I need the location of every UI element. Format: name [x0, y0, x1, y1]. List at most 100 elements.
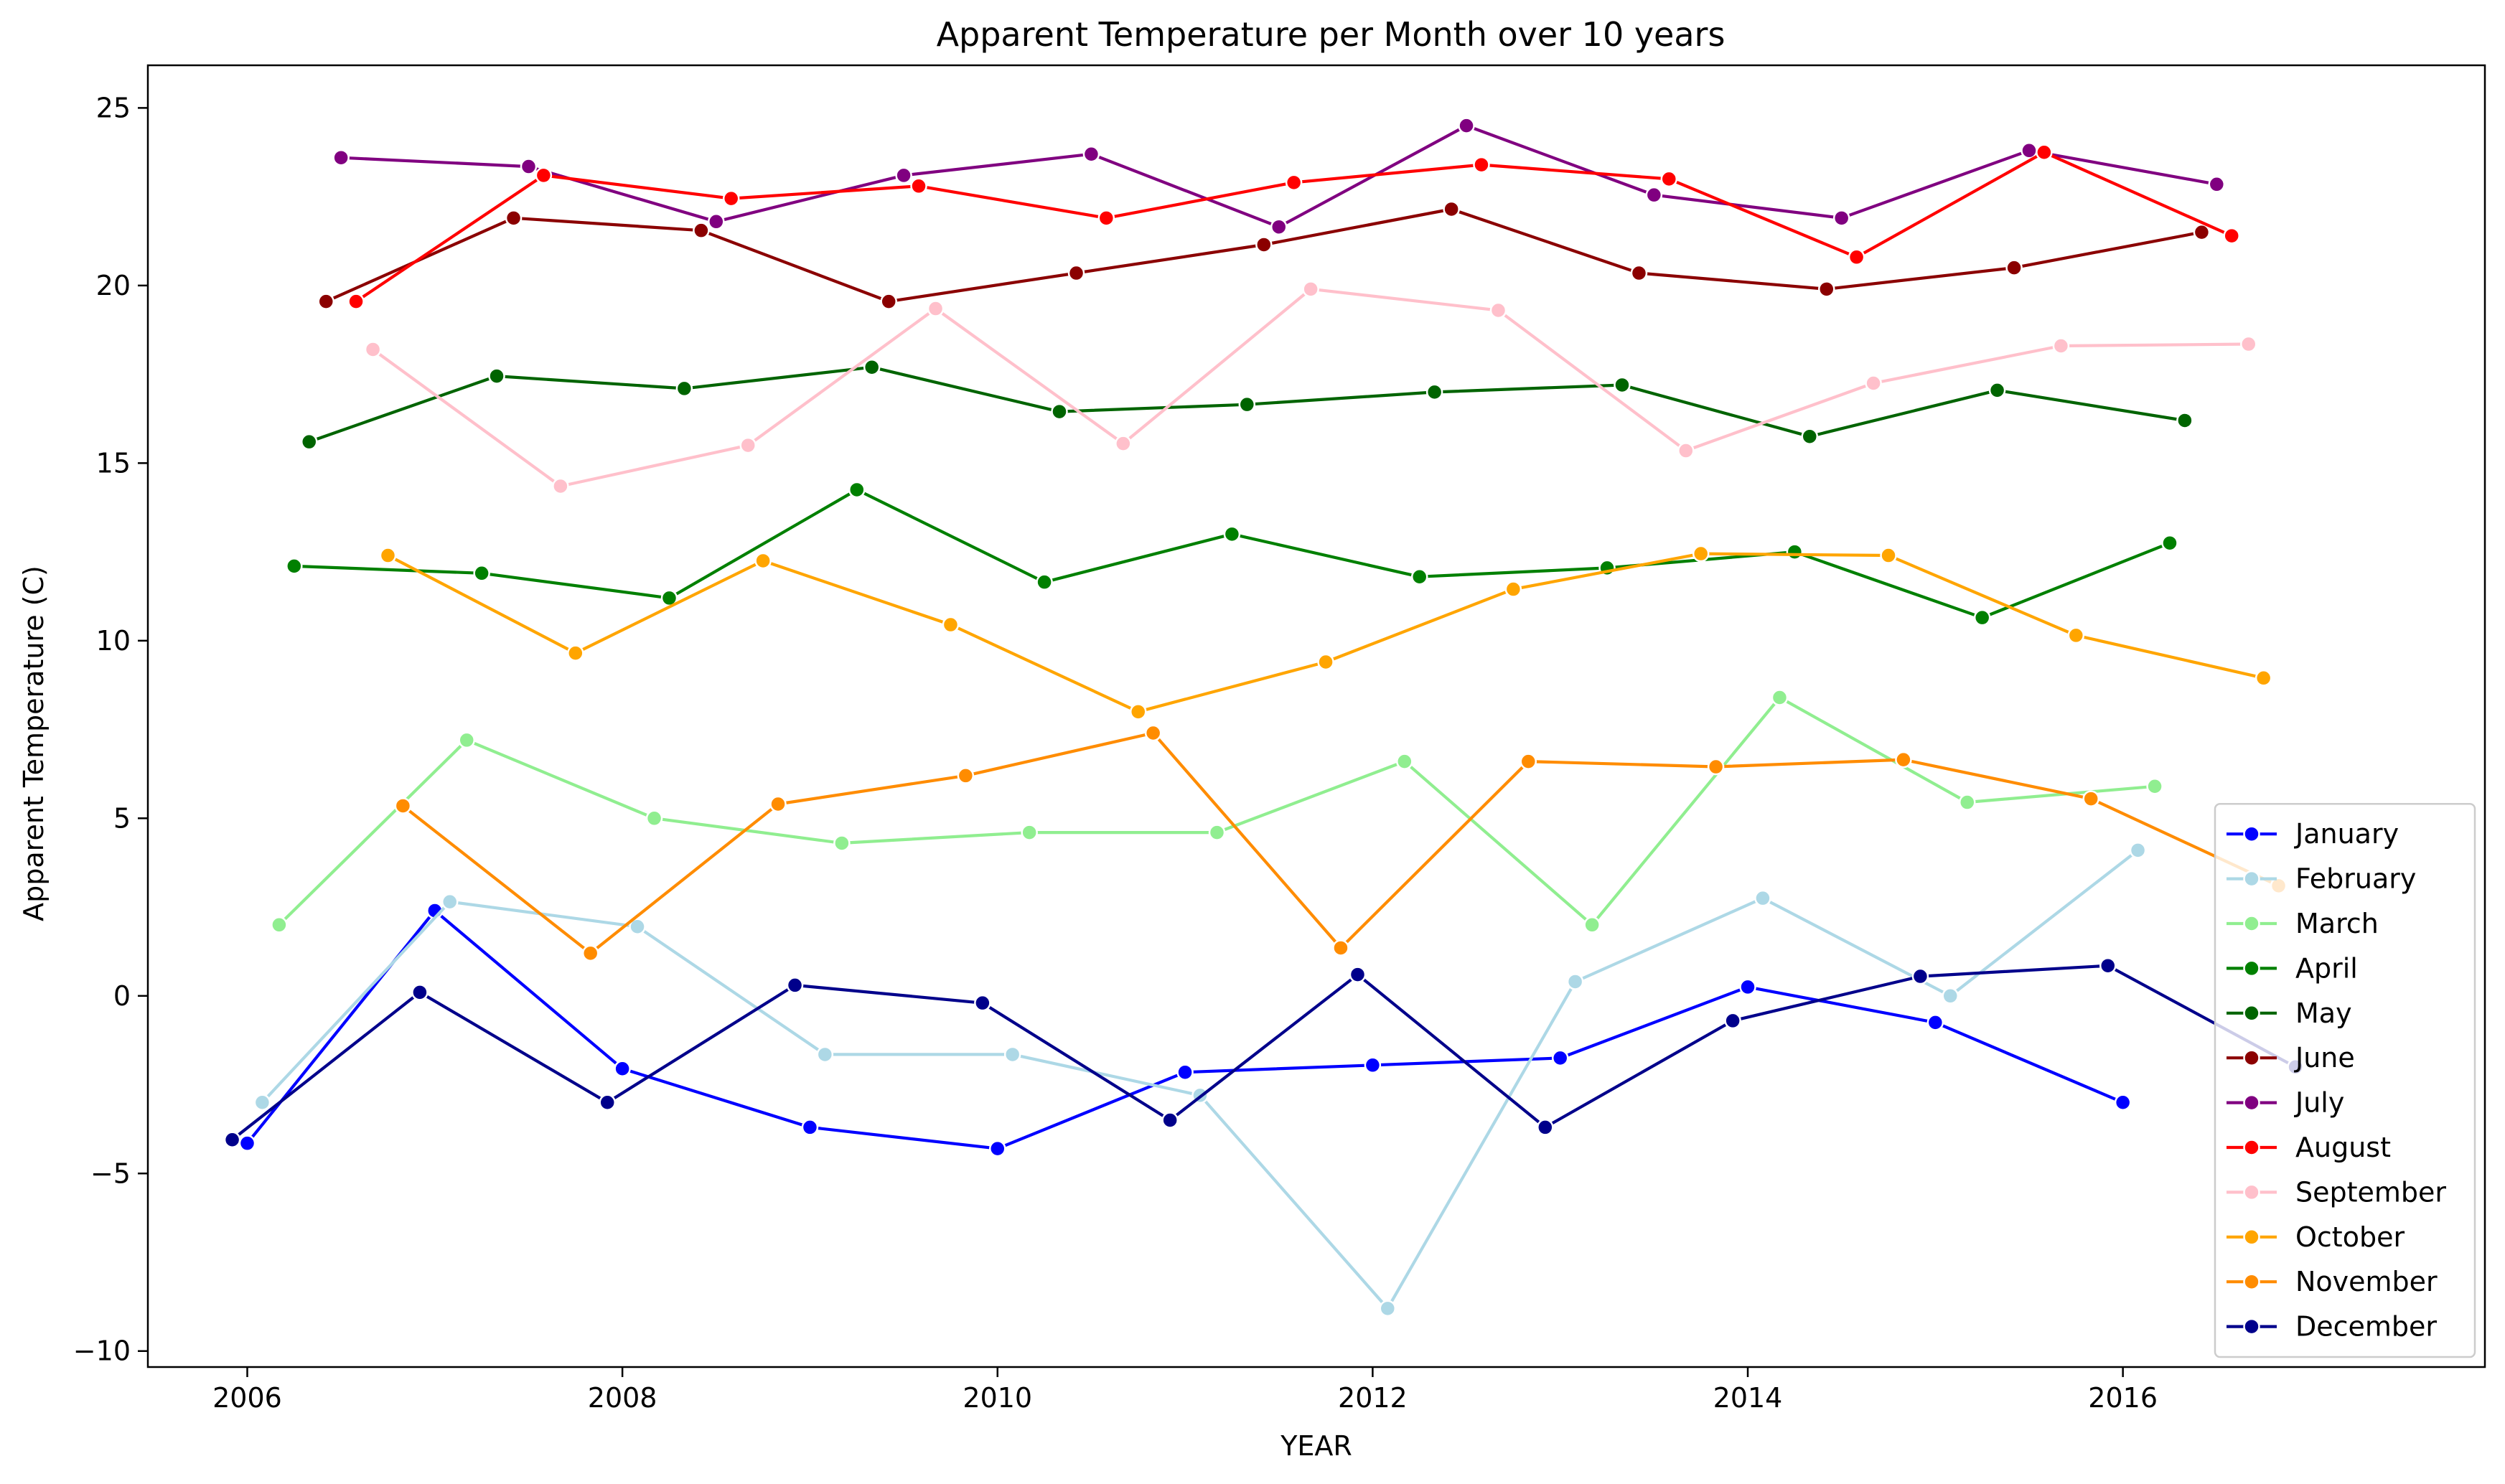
data-point — [394, 797, 412, 814]
data-point — [599, 1094, 616, 1112]
data-point — [910, 177, 927, 195]
data-point — [942, 616, 960, 634]
data-point — [1223, 525, 1241, 543]
data-point — [974, 994, 991, 1012]
data-point — [1410, 568, 1428, 586]
data-point — [1645, 186, 1663, 204]
data-point — [2129, 842, 2147, 859]
data-point — [1677, 442, 1695, 459]
data-point — [1115, 435, 1132, 452]
data-point — [629, 918, 646, 936]
data-point — [1238, 395, 1256, 413]
legend-marker — [2243, 870, 2260, 888]
data-point — [614, 1060, 631, 1077]
data-point — [488, 367, 505, 385]
y-tick-label: −10 — [73, 1335, 131, 1367]
data-point — [1021, 824, 1038, 841]
legend-label: March — [2295, 908, 2379, 939]
data-point — [1285, 174, 1303, 192]
legend-item: November — [2227, 1266, 2438, 1297]
x-tick-label: 2006 — [212, 1382, 282, 1414]
data-point — [1754, 889, 1771, 907]
data-point — [848, 481, 866, 499]
x-tick-label: 2016 — [2088, 1382, 2158, 1414]
data-point — [286, 558, 303, 575]
data-point — [801, 1119, 819, 1136]
legend-label: November — [2295, 1266, 2438, 1297]
data-point — [1583, 916, 1601, 934]
data-point — [863, 358, 881, 376]
data-point — [581, 944, 599, 962]
legend-marker — [2243, 1183, 2260, 1201]
legend-item: July — [2227, 1087, 2344, 1119]
legend-item: September — [2227, 1176, 2446, 1208]
data-point — [2146, 778, 2163, 795]
data-point — [2082, 790, 2099, 807]
data-point — [2239, 335, 2257, 353]
data-point — [1443, 200, 1460, 218]
data-point — [1926, 1014, 1944, 1031]
legend-marker — [2243, 825, 2260, 842]
data-point — [1349, 966, 1367, 983]
data-point — [1129, 703, 1147, 720]
data-point — [2036, 144, 2053, 161]
y-tick-label: 15 — [96, 447, 131, 479]
data-point — [520, 158, 538, 175]
data-point — [1771, 689, 1789, 706]
legend-item: December — [2227, 1311, 2437, 1343]
data-point — [458, 731, 475, 749]
data-point — [722, 189, 740, 207]
legend-item: February — [2227, 863, 2416, 895]
plot-frame — [146, 64, 2486, 1368]
data-point — [2052, 337, 2070, 354]
data-point — [253, 1094, 271, 1112]
data-point — [1801, 428, 1819, 445]
data-point — [441, 893, 459, 911]
data-point — [1942, 987, 1959, 1005]
legend-marker — [2243, 1139, 2260, 1156]
data-point — [1364, 1056, 1382, 1074]
data-point — [1504, 581, 1522, 598]
series-december — [223, 957, 2304, 1148]
legend: January February March April May June July Augu… — [2214, 802, 2476, 1358]
data-point — [1208, 824, 1226, 841]
legend-label: October — [2295, 1221, 2405, 1253]
series-october — [379, 545, 2272, 720]
data-point — [739, 436, 757, 454]
legend-item: June — [2227, 1042, 2355, 1074]
data-point — [1489, 301, 1507, 319]
data-point — [1537, 1119, 1554, 1136]
y-tick-label: 0 — [113, 980, 131, 1012]
y-tick-label: 10 — [96, 625, 131, 657]
legend-label: August — [2295, 1132, 2391, 1163]
legend-label: February — [2295, 863, 2416, 895]
y-axis-label: Apparent Temperature (C) — [18, 565, 50, 921]
data-point — [473, 565, 490, 582]
data-point — [1988, 382, 2006, 399]
data-point — [2176, 412, 2193, 429]
data-point — [1848, 248, 1865, 266]
data-point — [957, 767, 975, 784]
data-point — [1973, 609, 1991, 626]
data-point — [347, 293, 365, 310]
legend-item: April — [2227, 952, 2358, 984]
data-point — [1692, 545, 1710, 563]
data-point — [1551, 1049, 1569, 1067]
data-point — [833, 835, 851, 852]
data-point — [1379, 1300, 1397, 1318]
legend-label: April — [2295, 952, 2358, 984]
data-point — [1176, 1063, 1194, 1081]
legend-marker — [2243, 959, 2260, 977]
data-point — [1396, 753, 1413, 770]
data-point — [1724, 1012, 1741, 1030]
chart-title: Apparent Temperature per Month over 10 y… — [937, 15, 1726, 54]
series-april — [286, 481, 2178, 626]
data-point — [2021, 142, 2038, 159]
data-point — [300, 433, 318, 451]
data-point — [786, 977, 804, 994]
data-point — [1959, 794, 1976, 811]
data-point — [1003, 1046, 1021, 1063]
data-point — [1144, 724, 1162, 742]
series-september — [364, 281, 2257, 495]
